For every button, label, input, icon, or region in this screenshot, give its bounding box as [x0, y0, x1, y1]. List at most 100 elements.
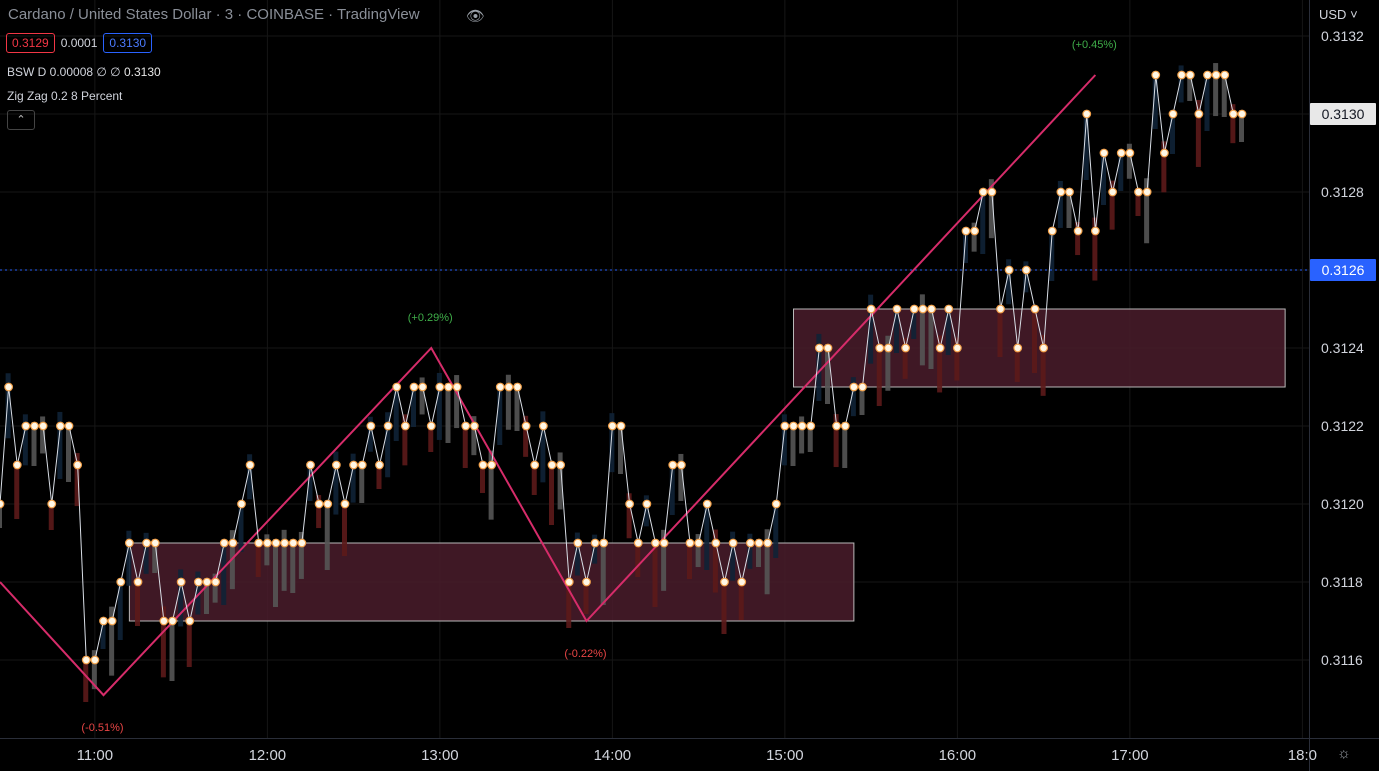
price-bar — [48, 500, 54, 530]
price-bar — [980, 188, 986, 254]
close-point — [763, 538, 773, 548]
close-point — [823, 343, 833, 353]
close-point — [1159, 148, 1169, 158]
price-bar — [14, 461, 20, 519]
price-bar — [1101, 149, 1106, 205]
close-point — [280, 538, 290, 548]
price-bar — [324, 500, 330, 570]
close-point — [754, 538, 764, 548]
close-point — [728, 538, 738, 548]
close-point — [625, 499, 635, 509]
price-bar — [1195, 99, 1201, 167]
close-point — [30, 421, 39, 431]
price-bar — [1230, 104, 1236, 144]
close-point — [340, 499, 350, 509]
currency-dropdown[interactable]: USD ˅ — [1319, 7, 1358, 22]
price-bar — [83, 656, 89, 702]
price-bar — [1187, 71, 1193, 101]
close-point — [607, 421, 617, 431]
close-point — [55, 421, 65, 431]
close-point — [21, 421, 31, 431]
close-point — [487, 460, 497, 470]
time-tick-label: 14:00 — [594, 747, 632, 764]
price-bar — [402, 414, 408, 466]
price-bar — [738, 578, 744, 620]
price-bar — [0, 500, 2, 528]
close-point — [1142, 187, 1152, 197]
close-point — [1185, 70, 1195, 80]
close-point — [814, 343, 824, 353]
settings-gear-icon[interactable]: ☼ — [1337, 745, 1351, 762]
close-point — [780, 421, 790, 431]
sell-price-button[interactable]: 0.3129 — [6, 33, 55, 53]
price-bar — [807, 422, 813, 452]
price-tick-label: 0.3124 — [1321, 340, 1364, 356]
close-point — [228, 538, 238, 548]
price-bar — [247, 454, 253, 500]
close-point — [64, 421, 74, 431]
close-point — [1194, 109, 1204, 119]
close-point — [323, 499, 333, 509]
close-point — [651, 538, 660, 548]
buy-price-button[interactable]: 0.3130 — [103, 33, 153, 53]
price-bar — [273, 539, 278, 607]
close-point — [1228, 109, 1238, 119]
close-point — [314, 499, 324, 509]
collapse-legend-button[interactable]: ⌃ — [7, 110, 35, 130]
hide-eye-icon[interactable]: 👁︎ — [466, 8, 486, 25]
price-bar — [393, 383, 399, 441]
close-point — [521, 421, 531, 431]
close-point — [745, 538, 755, 548]
price-bar — [1239, 110, 1244, 142]
price-bar — [143, 532, 149, 574]
close-point — [961, 226, 971, 236]
time-tick-label: 11:00 — [77, 747, 113, 764]
price-bar — [1221, 71, 1227, 117]
zigzag-percent-label: (+0.29%) — [408, 312, 453, 324]
close-point — [0, 499, 5, 509]
price-tick-label: 0.3116 — [1321, 652, 1363, 668]
close-point — [176, 577, 186, 587]
close-point — [918, 304, 928, 314]
price-bar — [1161, 141, 1167, 193]
price-bar — [1032, 305, 1037, 373]
close-point — [4, 382, 14, 392]
price-tick-label: 0.3120 — [1321, 496, 1364, 512]
price-bar — [721, 578, 727, 634]
close-point — [806, 421, 816, 431]
close-point — [1047, 226, 1057, 236]
close-point — [1004, 265, 1014, 275]
close-point — [685, 538, 695, 548]
price-bar — [385, 412, 391, 478]
price-bar — [773, 500, 779, 558]
close-point — [676, 460, 686, 470]
close-point — [1125, 148, 1135, 158]
close-point — [288, 538, 298, 548]
close-point — [349, 460, 359, 470]
zigzag-percent-label: (-0.51%) — [81, 722, 123, 734]
price-bar — [186, 617, 192, 667]
price-bar — [988, 179, 994, 239]
close-point — [668, 460, 678, 470]
close-point — [133, 577, 143, 587]
price-bar — [1213, 63, 1219, 117]
close-point — [254, 538, 264, 548]
price-bar — [195, 571, 201, 615]
price-bar — [566, 578, 572, 628]
close-point — [944, 304, 954, 314]
price-bar — [1092, 217, 1098, 281]
close-point — [469, 421, 479, 431]
price-bar — [1083, 110, 1089, 180]
close-point — [935, 343, 945, 353]
price-bar — [626, 493, 632, 539]
close-point — [435, 382, 445, 392]
indicator-zigzag[interactable]: Zig Zag 0.2 8 Percent — [7, 89, 122, 103]
price-tick-label: 0.3128 — [1321, 184, 1364, 200]
close-point — [1151, 70, 1161, 80]
close-point — [219, 538, 229, 548]
price-bar — [419, 377, 425, 415]
close-point — [1099, 148, 1109, 158]
indicator-bsw[interactable]: BSW D 0.00008 ∅ ∅ 0.3130 — [7, 65, 161, 79]
price-bar — [523, 415, 529, 457]
